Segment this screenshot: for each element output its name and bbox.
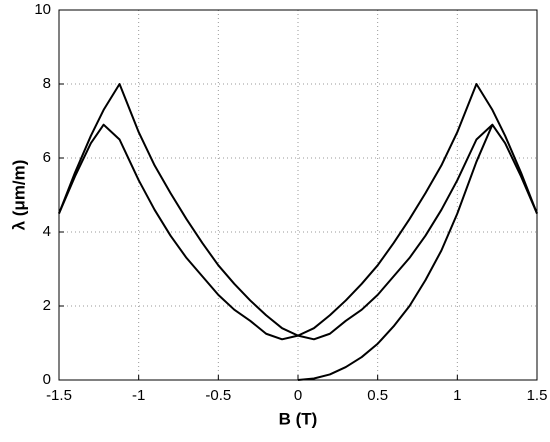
x-axis-label: B (T) [279, 409, 318, 428]
y-tick-label: 8 [43, 75, 51, 92]
y-tick-label: 0 [43, 371, 51, 388]
y-tick-label: 6 [43, 149, 51, 166]
x-tick-label: 1 [453, 387, 461, 404]
x-tick-label: 0.5 [367, 387, 388, 404]
y-tick-label: 10 [34, 1, 51, 18]
data-line [58, 83, 538, 341]
x-tick-label: 0 [294, 387, 302, 404]
y-tick-label: 2 [43, 297, 51, 314]
y-axis-label: λ (μm/m) [9, 160, 28, 231]
x-tick-label: 1.5 [527, 387, 548, 404]
x-tick-label: -1 [132, 387, 145, 404]
data-line [297, 124, 494, 381]
x-tick-label: -1.5 [46, 387, 72, 404]
y-tick-label: 4 [43, 223, 51, 240]
x-tick-label: -0.5 [205, 387, 231, 404]
